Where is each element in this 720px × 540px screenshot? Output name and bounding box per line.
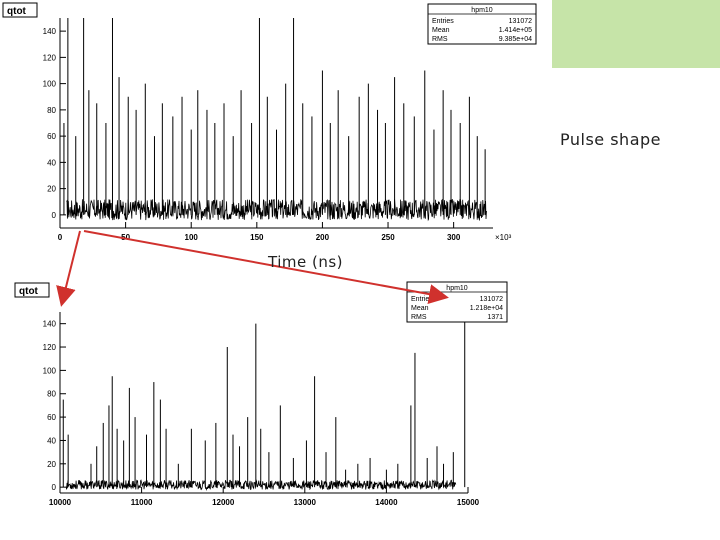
y-tick-label: 140 <box>43 27 57 36</box>
stats-box-frame <box>406 281 508 323</box>
x-tick-label: 12000 <box>212 498 235 507</box>
chart-title: qtot <box>19 286 39 297</box>
x-tick-label: 150 <box>250 233 264 242</box>
y-tick-label: 0 <box>52 483 57 492</box>
x-tick-label: 300 <box>447 233 461 242</box>
y-tick-label: 0 <box>52 211 57 220</box>
stats-box-name: hpm10 <box>446 285 468 292</box>
chart-title-box: qtot <box>2 2 38 18</box>
x-tick-label: 14000 <box>375 498 398 507</box>
x-unit-multiplier: ×10³ <box>495 233 512 242</box>
y-tick-label: 100 <box>43 366 57 375</box>
chart-title-frame <box>14 282 50 298</box>
x-tick-label: 250 <box>381 233 395 242</box>
y-tick-label: 60 <box>47 413 56 422</box>
stats-box-name: hpm10 <box>471 7 493 14</box>
y-tick-label: 20 <box>47 460 56 469</box>
zoom-arrow-left <box>56 230 81 307</box>
stats-box-frame <box>427 3 537 45</box>
x-tick-label: 11000 <box>131 498 153 507</box>
zoom-arrows <box>56 230 449 307</box>
x-tick-label: 0 <box>58 233 63 242</box>
chart-title-frame <box>2 2 38 18</box>
y-tick-label: 120 <box>43 343 57 352</box>
y-tick-label: 80 <box>47 106 56 115</box>
stats-box: hpm10 Entries 131072 Mean 1.414e+05 RMS 9.385e… <box>427 3 537 45</box>
y-tick-label: 40 <box>47 158 56 167</box>
y-tick-label: 20 <box>47 185 56 194</box>
x-tick-label: 13000 <box>294 498 317 507</box>
stats-row-label: Mean <box>411 305 429 312</box>
stats-row-value: 9.385e+04 <box>499 36 532 43</box>
accent-box <box>552 0 720 68</box>
pulse-shape-label: Pulse shape <box>560 130 661 149</box>
stats-box: hpm10 Entries 131072 Mean 1.218e+04 RMS 1371 <box>406 281 508 323</box>
chart-top: qtot 0 20 40 60 80 100 120 140 0 50 100 150 200 250 300… <box>2 2 537 242</box>
x-tick-label: 200 <box>316 233 330 242</box>
x-tick-label: 100 <box>185 233 199 242</box>
stats-row-value: 1.218e+04 <box>470 305 503 312</box>
stats-row-value: 131072 <box>480 296 503 303</box>
stats-row-label: RMS <box>432 36 448 43</box>
stats-row-value: 131072 <box>509 18 532 25</box>
y-tick-label: 120 <box>43 53 57 62</box>
stats-row-label: Entries <box>411 296 433 303</box>
x-tick-label: 10000 <box>49 498 72 507</box>
time-axis-label: Time (ns) <box>268 253 344 271</box>
x-tick-label: 50 <box>121 233 130 242</box>
x-tick-label: 15000 <box>457 498 480 507</box>
y-tick-label: 140 <box>43 320 57 329</box>
stats-row-value: 1371 <box>487 314 503 321</box>
y-tick-label: 80 <box>47 390 56 399</box>
stats-row-value: 1.414e+05 <box>499 27 532 34</box>
zoom-arrow-right <box>83 230 449 304</box>
y-tick-label: 60 <box>47 132 56 141</box>
chart-title: qtot <box>7 6 27 17</box>
y-tick-label: 100 <box>43 80 57 89</box>
chart-bottom: qtot 0 20 40 60 80 100 120 140 10000 11000 12000 130… <box>14 281 508 507</box>
chart-title-box: qtot <box>14 282 50 298</box>
stats-row-label: RMS <box>411 314 427 321</box>
stats-row-label: Mean <box>432 27 450 34</box>
stats-row-label: Entries <box>432 18 454 25</box>
y-tick-label: 40 <box>47 436 56 445</box>
